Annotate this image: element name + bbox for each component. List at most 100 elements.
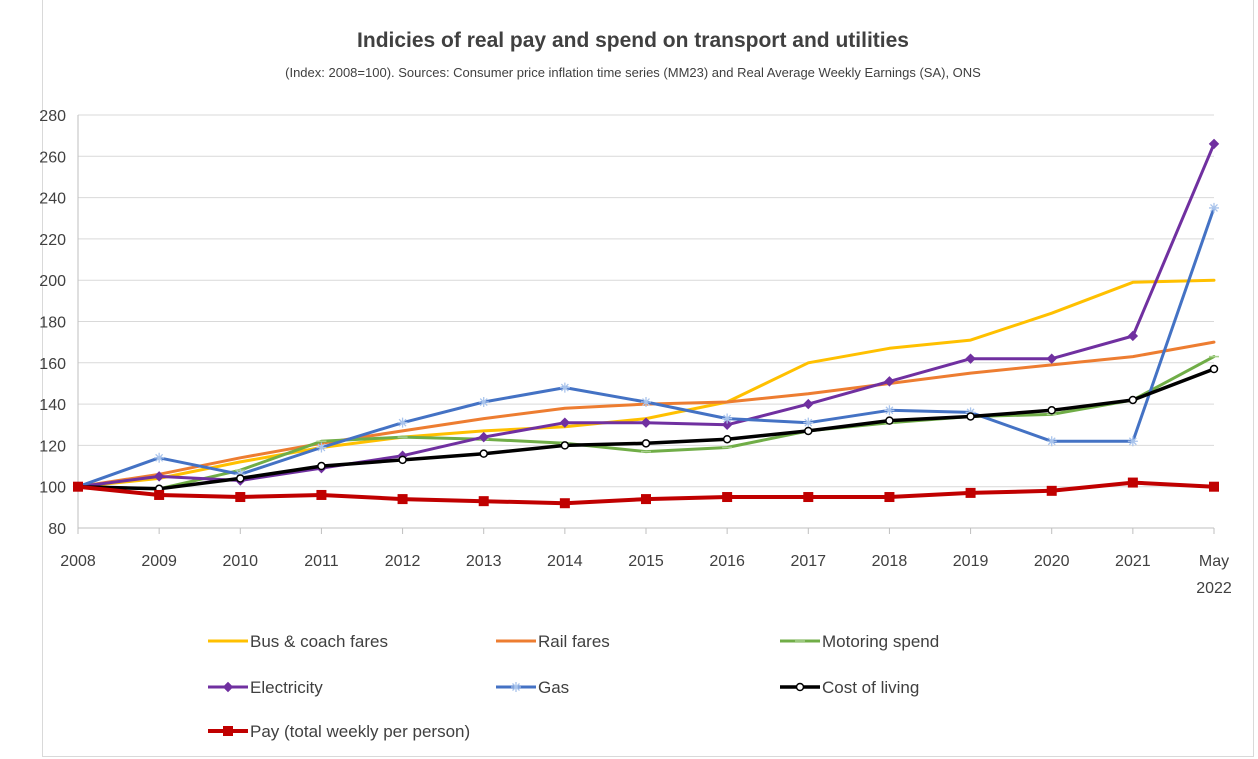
legend-item: Bus & coach fares	[208, 632, 388, 651]
legend-label: Cost of living	[822, 678, 919, 697]
x-tick-label: 2019	[953, 553, 989, 570]
legend-label: Motoring spend	[822, 632, 939, 651]
x-tick-label: 2021	[1115, 553, 1151, 570]
data-point	[1127, 477, 1138, 488]
x-tick-label: 2009	[141, 553, 177, 570]
data-point	[316, 442, 327, 453]
data-point	[721, 419, 733, 430]
legend: Bus & coach fares Rail fares Motoring spen…	[208, 632, 939, 741]
series-layer	[72, 138, 1220, 509]
y-tick-label: 280	[39, 108, 66, 125]
legend-marker	[223, 726, 233, 736]
data-point	[478, 397, 489, 408]
x-tick-label: 2011	[304, 553, 339, 570]
legend-item: Gas	[496, 678, 569, 697]
x-tick-label: 2013	[466, 553, 502, 570]
legend-label: Electricity	[250, 678, 323, 697]
x-tick-label: 2008	[60, 553, 96, 570]
data-point	[154, 452, 165, 463]
y-tick-label: 100	[39, 480, 66, 497]
x-tick-label: May 2022	[1196, 553, 1232, 597]
legend-item: Rail fares	[496, 632, 610, 651]
data-point	[397, 417, 408, 428]
legend-item: Electricity	[208, 678, 323, 697]
data-point	[153, 471, 165, 482]
data-point	[722, 434, 732, 444]
legend-label: Gas	[538, 678, 569, 697]
data-point	[559, 417, 571, 428]
legend-marker	[795, 682, 805, 692]
y-tick-label: 80	[48, 521, 66, 538]
chart-frame	[42, 0, 1254, 757]
data-point	[803, 417, 814, 428]
data-point	[640, 417, 652, 428]
data-point	[965, 353, 976, 364]
data-point	[884, 492, 895, 503]
legend-item: Pay (total weekly per person)	[208, 722, 470, 741]
legend-item: Motoring spend	[780, 632, 939, 651]
data-point	[559, 498, 570, 509]
series-6	[73, 477, 1219, 509]
data-point	[803, 398, 814, 410]
data-point	[1127, 330, 1139, 342]
data-point	[154, 489, 165, 500]
y-tick-label: 220	[39, 232, 66, 249]
data-point	[966, 412, 975, 421]
data-point	[804, 426, 813, 436]
x-tick-label: 2015	[628, 553, 664, 570]
data-point	[885, 416, 894, 425]
y-tick-label: 140	[39, 397, 66, 414]
x-tick-label: 2016	[709, 553, 745, 570]
data-point	[1047, 406, 1056, 415]
data-point	[884, 376, 895, 387]
data-point	[722, 413, 733, 424]
y-tick-label: 200	[39, 273, 66, 290]
data-point	[803, 492, 814, 503]
legend-marker	[511, 682, 521, 692]
y-tick-label: 160	[39, 356, 66, 373]
data-point	[398, 455, 407, 465]
x-tick-label: 2020	[1034, 553, 1070, 570]
y-tick-label: 120	[39, 438, 66, 455]
data-point	[1046, 436, 1057, 447]
series-4	[73, 202, 1219, 492]
data-point	[73, 481, 83, 492]
data-point	[1127, 436, 1138, 447]
data-point	[965, 487, 976, 498]
data-point	[478, 496, 489, 507]
data-point	[559, 382, 570, 393]
x-axis: 2008 2009 2010 2011 2012 2013 2014 2015 2016 2017…	[60, 527, 1232, 597]
legend-marker	[222, 681, 234, 693]
legend-label: Rail fares	[538, 632, 610, 651]
chart-title: Indicies of real pay and spend on transp…	[357, 29, 909, 52]
chart-subtitle: (Index: 2008=100). Sources: Consumer pri…	[285, 65, 981, 80]
data-point	[641, 494, 651, 505]
data-point	[1209, 364, 1219, 374]
x-tick-label: 2010	[222, 553, 258, 570]
x-tick-label: 2017	[790, 553, 826, 570]
data-point	[641, 397, 651, 408]
data-point	[479, 449, 488, 458]
data-point	[560, 441, 570, 450]
data-point	[1128, 395, 1138, 405]
series-5	[73, 364, 1219, 494]
data-point	[1209, 481, 1219, 492]
x-tick-label: 2018	[872, 553, 908, 570]
data-point	[722, 492, 733, 503]
legend-label: Pay (total weekly per person)	[250, 722, 470, 741]
data-point	[1209, 202, 1219, 213]
y-tick-label: 240	[39, 191, 66, 208]
x-tick-label: 2012	[385, 553, 421, 570]
data-point	[316, 489, 327, 500]
y-tick-label: 180	[39, 315, 66, 332]
data-point	[236, 474, 245, 483]
data-point	[884, 405, 895, 416]
data-point	[1046, 485, 1057, 496]
legend-item: Cost of living	[780, 678, 919, 697]
y-axis: 80 100 120 140 160 180 200 220 240 260 280	[39, 108, 79, 538]
data-point	[641, 439, 651, 448]
data-point	[397, 494, 408, 505]
data-point	[478, 431, 489, 443]
data-point	[1208, 138, 1220, 150]
data-point	[235, 492, 246, 503]
